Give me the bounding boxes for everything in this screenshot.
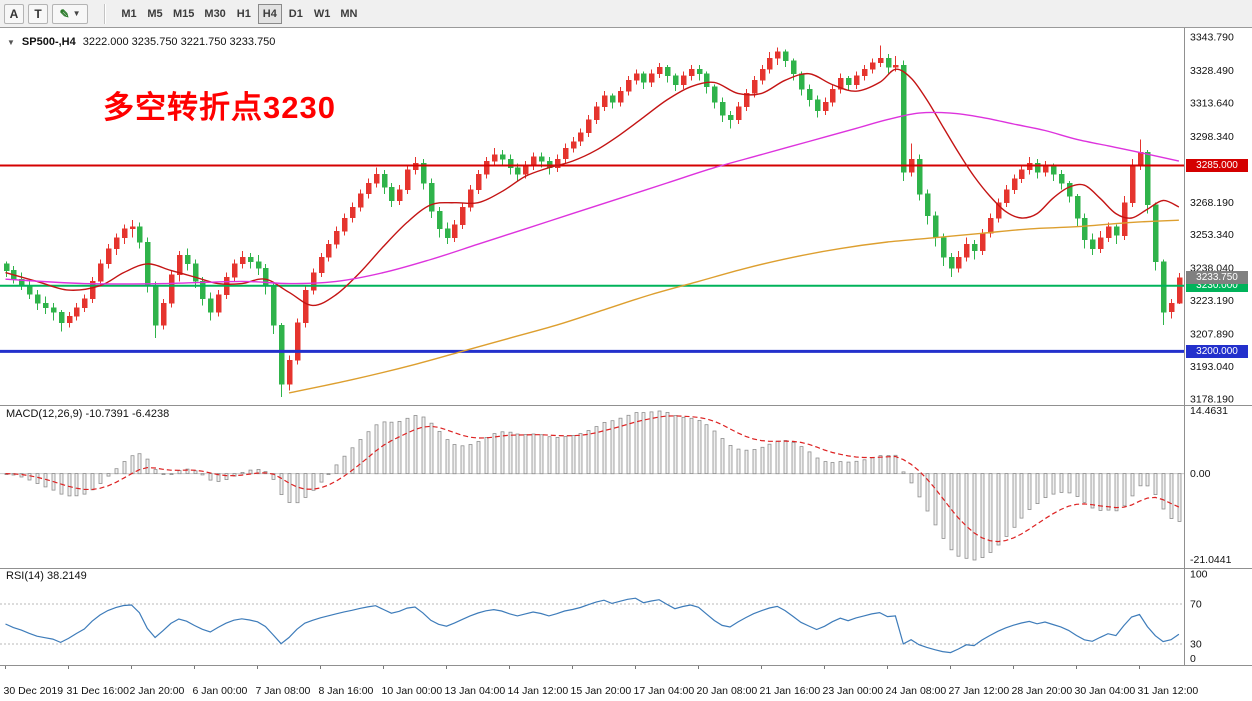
svg-text:7 Jan 08:00: 7 Jan 08:00	[256, 685, 311, 697]
svg-text:3298.340: 3298.340	[1190, 131, 1234, 143]
timeframe-button-m15[interactable]: M15	[169, 4, 198, 24]
drawing-tools-dropdown[interactable]: ✎ ▼	[52, 3, 88, 24]
svg-text:31 Jan 12:00: 31 Jan 12:00	[1138, 685, 1199, 697]
svg-text:3193.040: 3193.040	[1190, 361, 1234, 373]
ma-fast	[5, 68, 1180, 307]
price-level-badge-3285.000: 3285.000	[1186, 159, 1248, 172]
svg-text:13 Jan 04:00: 13 Jan 04:00	[445, 685, 506, 697]
svg-text:-21.0441: -21.0441	[1190, 554, 1232, 566]
svg-text:30 Dec 2019: 30 Dec 2019	[4, 685, 64, 697]
symbol-period-label: SP500-,H4	[21, 36, 76, 48]
macd-axis-labels: 14.4631 0.00 -21.0441	[1190, 405, 1232, 566]
svg-text:6 Jan 00:00: 6 Jan 00:00	[193, 685, 248, 697]
svg-text:100: 100	[1190, 569, 1208, 581]
svg-text:27 Jan 12:00: 27 Jan 12:00	[949, 685, 1010, 697]
macd-histogram	[4, 410, 1182, 561]
candles-layer	[3, 45, 1183, 398]
timeframe-button-m5[interactable]: M5	[143, 4, 167, 24]
price-axis-labels: 3343.790 3328.490 3313.640 3298.340 3268.190…	[1190, 32, 1234, 406]
rsi-name: RSI(14)	[6, 570, 44, 582]
svg-text:30: 30	[1190, 639, 1202, 651]
svg-text:23 Jan 00:00: 23 Jan 00:00	[823, 685, 884, 697]
svg-text:21 Jan 16:00: 21 Jan 16:00	[760, 685, 821, 697]
svg-text:31 Dec 16:00: 31 Dec 16:00	[67, 685, 130, 697]
svg-text:17 Jan 04:00: 17 Jan 04:00	[634, 685, 695, 697]
svg-text:3223.190: 3223.190	[1190, 295, 1234, 307]
svg-text:30 Jan 04:00: 30 Jan 04:00	[1075, 685, 1136, 697]
timeframe-button-mn[interactable]: MN	[336, 4, 361, 24]
horizontal-level-lines[interactable]	[0, 164, 1184, 353]
svg-text:0: 0	[1190, 653, 1196, 665]
svg-text:15 Jan 20:00: 15 Jan 20:00	[571, 685, 632, 697]
ma-medium	[5, 111, 1180, 285]
timeframe-button-h1[interactable]: H1	[232, 4, 256, 24]
svg-text:0.00: 0.00	[1190, 468, 1211, 480]
timeframe-button-h4[interactable]: H4	[257, 3, 282, 24]
svg-text:14.4631: 14.4631	[1190, 405, 1228, 417]
svg-text:3328.490: 3328.490	[1190, 65, 1234, 77]
svg-text:2 Jan 20:00: 2 Jan 20:00	[130, 685, 185, 697]
svg-text:3253.340: 3253.340	[1190, 229, 1234, 241]
rsi-indicator-label: RSI(14) 38.2149	[6, 570, 87, 582]
arrow-tool-button[interactable]: A	[4, 3, 24, 24]
toolbar-separator	[104, 3, 105, 24]
text-tool-button[interactable]: T	[28, 3, 48, 24]
svg-text:3178.190: 3178.190	[1190, 394, 1234, 406]
ma-slow	[288, 219, 1179, 394]
svg-text:28 Jan 20:00: 28 Jan 20:00	[1012, 685, 1073, 697]
svg-text:3207.890: 3207.890	[1190, 329, 1234, 341]
svg-text:8 Jan 16:00: 8 Jan 16:00	[319, 685, 374, 697]
svg-text:3268.190: 3268.190	[1190, 197, 1234, 209]
ohlc-values: 3222.000 3235.750 3221.750 3233.750	[82, 36, 276, 48]
current-price-badge: 3233.750	[1186, 271, 1248, 284]
timeframe-button-m1[interactable]: M1	[117, 4, 141, 24]
macd-indicator-label: MACD(12,26,9) -10.7391 -6.4238	[6, 408, 169, 420]
annotation-text-object[interactable]: 多空转折点3230	[103, 90, 336, 125]
collapse-arrow-icon[interactable]: ▼	[7, 37, 15, 47]
time-axis-labels: 30 Dec 2019 31 Dec 16:00 2 Jan 20:00 6 Jan …	[4, 666, 1199, 697]
chart-title: ▼ SP500-,H4 3222.000 3235.750 3221.750 3…	[7, 36, 275, 48]
macd-values: -10.7391 -6.4238	[85, 408, 170, 420]
chevron-down-icon: ▼	[72, 9, 81, 18]
svg-text:70: 70	[1190, 599, 1202, 611]
timeframe-button-w1[interactable]: W1	[310, 4, 335, 24]
top-toolbar: A T ✎ ▼ M1 M5 M15 M30 H1 H4 D1 W1 MN	[0, 0, 1252, 28]
pencil-icon: ✎	[59, 6, 70, 21]
svg-text:3343.790: 3343.790	[1190, 32, 1234, 44]
rsi-value: 38.2149	[46, 570, 87, 582]
svg-text:20 Jan 08:00: 20 Jan 08:00	[697, 685, 758, 697]
price-level-badge-3200.000: 3200.000	[1186, 344, 1248, 358]
macd-name: MACD(12,26,9)	[6, 408, 83, 420]
rsi-axis-labels: 100 70 30 0	[1190, 569, 1208, 666]
macd-signal-line	[5, 415, 1180, 543]
rsi-line	[5, 597, 1180, 654]
timeframe-toolbar: M1 M5 M15 M30 H1 H4 D1 W1 MN	[117, 3, 361, 24]
svg-text:10 Jan 00:00: 10 Jan 00:00	[382, 685, 443, 697]
timeframe-button-d1[interactable]: D1	[284, 4, 308, 24]
moving-average-lines	[5, 68, 1180, 394]
svg-text:14 Jan 12:00: 14 Jan 12:00	[508, 685, 569, 697]
svg-text:24 Jan 08:00: 24 Jan 08:00	[886, 685, 947, 697]
timeframe-button-m30[interactable]: M30	[200, 4, 229, 24]
svg-text:3313.640: 3313.640	[1190, 97, 1234, 109]
